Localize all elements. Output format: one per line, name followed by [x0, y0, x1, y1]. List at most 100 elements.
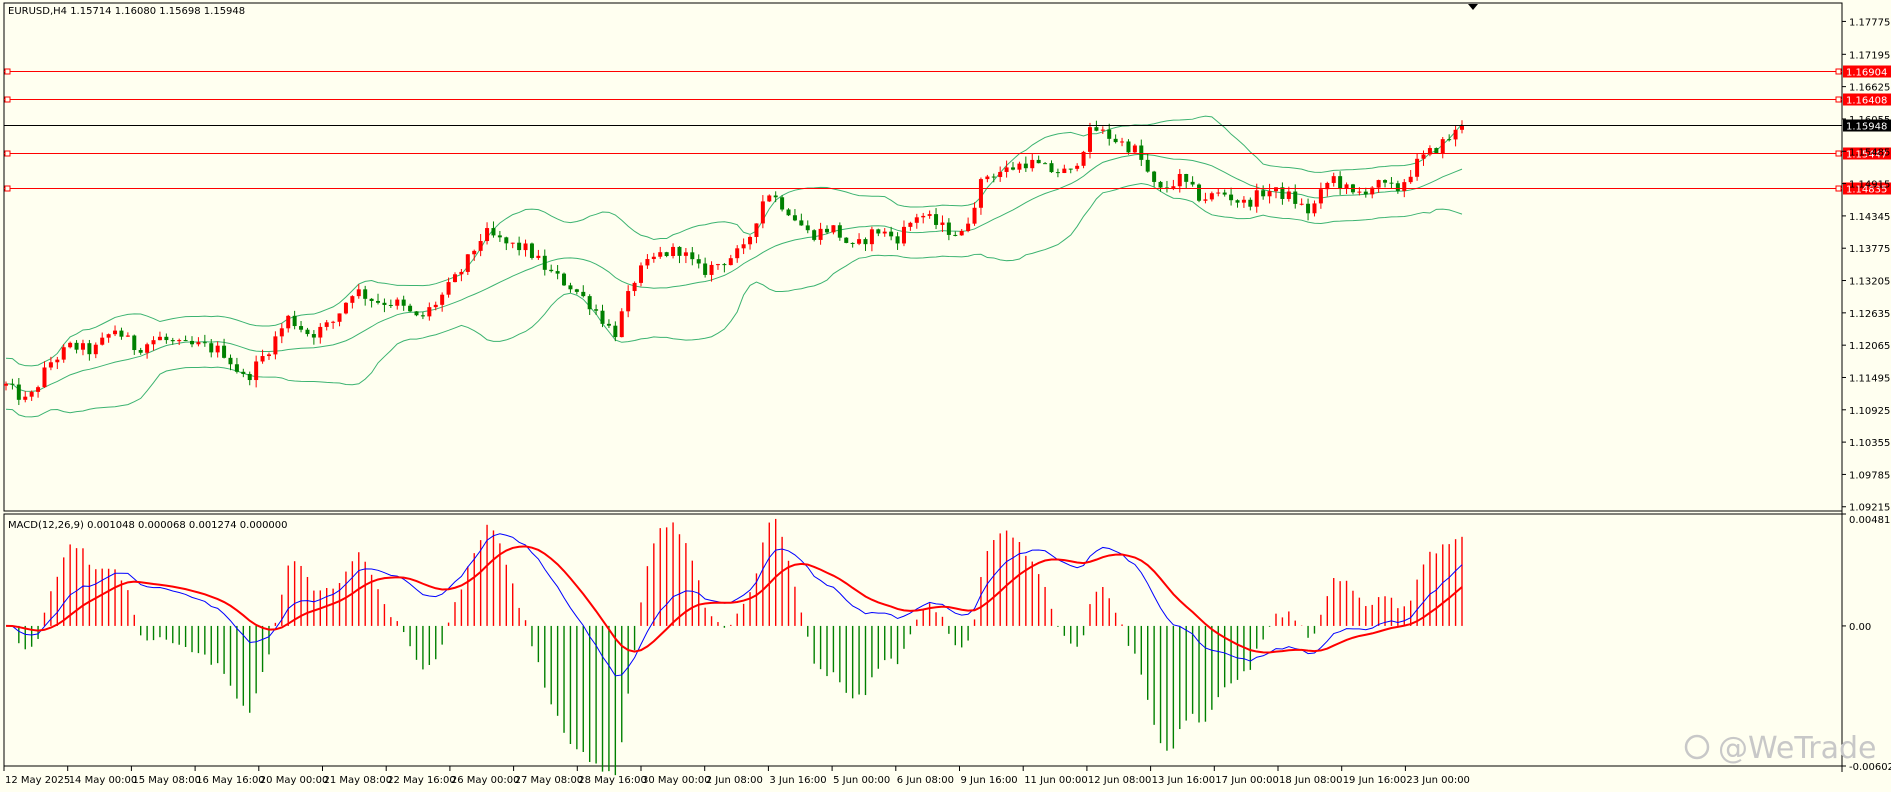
candle-body — [876, 229, 881, 234]
candle-body — [1203, 199, 1208, 201]
candle-body — [273, 336, 278, 355]
time-tick-label: 16 May 16:00 — [196, 775, 265, 786]
candle-body — [1306, 203, 1311, 214]
candle-body — [343, 302, 348, 314]
candle-body — [587, 296, 592, 310]
candle-body — [510, 242, 515, 244]
macd-tick-label: -0.00602 — [1849, 762, 1891, 773]
level-price-label: 1.16408 — [1846, 96, 1887, 107]
candle-body — [901, 226, 906, 244]
candle-body — [1389, 182, 1394, 184]
candle-body — [324, 322, 329, 327]
price-tick-label: 1.09215 — [1849, 503, 1890, 514]
candle-body — [754, 223, 759, 237]
candle-body — [1094, 127, 1099, 131]
time-tick-label: 23 Jun 00:00 — [1406, 775, 1470, 786]
candle-body — [452, 274, 457, 283]
candle-body — [376, 300, 381, 303]
candle-body — [202, 342, 207, 344]
candle-body — [23, 396, 28, 400]
candle-body — [1254, 190, 1259, 207]
candle-body — [1139, 145, 1144, 160]
watermark: @WeTrade — [1684, 731, 1877, 766]
candle-body — [857, 239, 862, 244]
candle-body — [1184, 173, 1189, 182]
candle-body — [1447, 139, 1452, 141]
candle-body — [125, 335, 130, 337]
horizontal-levels[interactable]: 1.16904 1.16408 1.15948 1.15447 1.14835 — [4, 65, 1891, 196]
candle-body — [1440, 139, 1445, 153]
candle-body — [1427, 148, 1432, 155]
price-tick-label: 1.14345 — [1849, 212, 1890, 223]
time-tick-label: 22 May 16:00 — [387, 775, 456, 786]
candle-body — [401, 299, 406, 306]
candle-body — [773, 195, 778, 198]
candle-body — [581, 291, 586, 297]
candle-body — [228, 357, 233, 365]
candle-body — [972, 207, 977, 224]
candle-body — [1023, 163, 1028, 169]
time-tick-label: 3 Jun 16:00 — [769, 775, 826, 786]
candle-body — [260, 356, 265, 362]
candle-body — [703, 263, 708, 275]
time-tick-label: 18 Jun 08:00 — [1279, 775, 1343, 786]
candle-body — [1132, 145, 1137, 153]
candle-body — [529, 243, 534, 258]
candle-body — [286, 315, 291, 329]
candle-body — [523, 243, 528, 251]
time-tick-label: 9 Jun 16:00 — [961, 775, 1018, 786]
candle-body — [574, 289, 579, 292]
time-tick-label: 17 Jun 00:00 — [1215, 775, 1279, 786]
level-handle-left — [4, 68, 11, 75]
candle-body — [190, 340, 195, 345]
candle-body — [645, 259, 650, 266]
candle-body — [953, 234, 958, 236]
candle-body — [497, 235, 502, 238]
level-price-tag — [1843, 147, 1891, 160]
level-handle-right — [1835, 96, 1842, 103]
candle-body — [1017, 163, 1022, 170]
candle-body — [299, 326, 304, 330]
price-tick-label: 1.09785 — [1849, 470, 1890, 481]
candle-body — [1241, 199, 1246, 203]
time-tick-label: 30 May 00:00 — [642, 775, 711, 786]
level-handle-left — [4, 150, 11, 157]
time-tick-label: 27 May 08:00 — [515, 775, 584, 786]
candle-body — [959, 231, 964, 236]
candle-body — [767, 195, 772, 202]
time-tick-label: 12 May 2025 — [5, 775, 70, 786]
candle-body — [68, 342, 73, 348]
wetrade-logo-icon — [1684, 734, 1710, 760]
candle-body — [869, 229, 874, 245]
price-tick-label: 1.16625 — [1849, 83, 1890, 94]
candle-body — [895, 236, 900, 244]
chart-shift-marker-icon[interactable] — [1468, 4, 1478, 10]
macd-lines — [5, 533, 1463, 677]
macd-line — [5, 533, 1463, 677]
candle-body — [1273, 187, 1278, 192]
candle-body — [600, 310, 605, 324]
candle-body — [978, 179, 983, 208]
candle-body — [658, 252, 663, 257]
candle-body — [1357, 191, 1362, 193]
candle-body — [818, 228, 823, 240]
candle-body — [1280, 187, 1285, 199]
level-price-label: 1.16904 — [1846, 68, 1887, 79]
candle-body — [331, 321, 336, 323]
candle-body — [1383, 180, 1388, 183]
candle-body — [61, 347, 66, 360]
candle-body — [908, 222, 913, 227]
time-tick-label: 11 Jun 00:00 — [1024, 775, 1088, 786]
time-tick-label: 12 Jun 08:00 — [1088, 775, 1152, 786]
time-tick-label: 20 May 00:00 — [260, 775, 329, 786]
candle-body — [613, 325, 618, 338]
candle-body — [831, 225, 836, 233]
price-tick-label: 1.15485 — [1849, 147, 1890, 158]
price-tick-label: 1.13205 — [1849, 277, 1890, 288]
candle-body — [1293, 191, 1298, 204]
candle-body — [735, 248, 740, 259]
candle-body — [1068, 168, 1073, 170]
candle-body — [87, 343, 92, 355]
time-tick-label: 13 Jun 16:00 — [1152, 775, 1216, 786]
